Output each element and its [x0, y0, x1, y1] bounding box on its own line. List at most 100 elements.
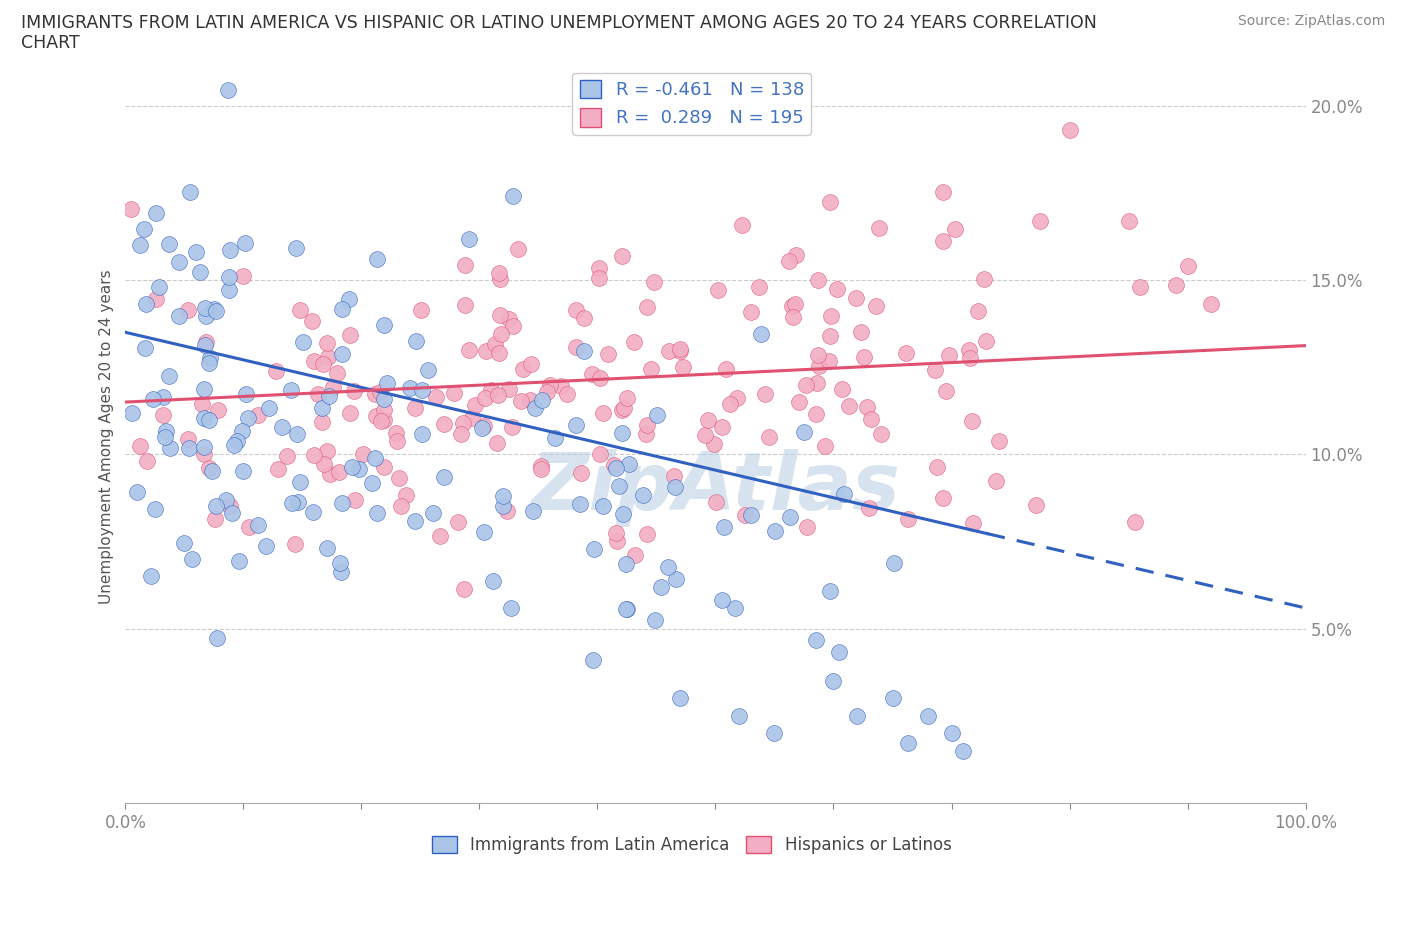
Point: [471, 420, 494, 435]
Point: [142, 392, 165, 406]
Point: [330, 496, 353, 511]
Point: [186, 245, 208, 259]
Point: [270, 420, 292, 435]
Point: [669, 691, 692, 706]
Point: [141, 569, 163, 584]
Point: [301, 314, 323, 329]
Point: [204, 303, 226, 318]
Point: [640, 361, 662, 376]
Point: [238, 520, 260, 535]
Point: [529, 458, 551, 473]
Legend: Immigrants from Latin America, Hispanics or Latinos: Immigrants from Latin America, Hispanics…: [426, 830, 959, 860]
Point: [433, 470, 456, 485]
Point: [498, 381, 520, 396]
Point: [128, 237, 150, 252]
Point: [845, 290, 868, 305]
Point: [347, 461, 370, 476]
Point: [233, 235, 256, 250]
Point: [814, 438, 837, 453]
Point: [754, 387, 776, 402]
Point: [315, 541, 337, 556]
Point: [610, 248, 633, 263]
Point: [280, 383, 302, 398]
Point: [352, 446, 374, 461]
Point: [457, 232, 479, 246]
Point: [986, 473, 1008, 488]
Point: [492, 498, 515, 513]
Point: [127, 485, 149, 499]
Point: [623, 335, 645, 350]
Point: [818, 583, 841, 598]
Point: [373, 318, 395, 333]
Point: [882, 691, 904, 706]
Point: [851, 325, 873, 339]
Point: [453, 582, 475, 597]
Point: [488, 346, 510, 361]
Point: [612, 426, 634, 441]
Point: [472, 525, 495, 540]
Point: [606, 534, 628, 549]
Point: [491, 488, 513, 503]
Point: [828, 644, 851, 659]
Point: [858, 500, 880, 515]
Point: [157, 237, 180, 252]
Point: [938, 348, 960, 363]
Point: [952, 743, 974, 758]
Point: [304, 354, 326, 369]
Point: [925, 459, 948, 474]
Point: [818, 328, 841, 343]
Point: [155, 423, 177, 438]
Point: [453, 298, 475, 312]
Point: [1025, 498, 1047, 512]
Point: [763, 524, 786, 538]
Text: CHART: CHART: [21, 34, 80, 52]
Point: [404, 513, 426, 528]
Point: [488, 265, 510, 280]
Point: [603, 458, 626, 472]
Point: [177, 302, 200, 317]
Text: ZipAtlas: ZipAtlas: [530, 449, 900, 527]
Point: [564, 302, 586, 317]
Point: [482, 574, 505, 589]
Point: [614, 601, 637, 616]
Point: [605, 525, 627, 540]
Point: [360, 476, 382, 491]
Point: [763, 726, 786, 741]
Point: [605, 460, 627, 475]
Point: [409, 302, 432, 317]
Point: [636, 427, 658, 442]
Point: [364, 450, 387, 465]
Point: [581, 366, 603, 381]
Point: [531, 392, 554, 407]
Point: [311, 400, 333, 415]
Point: [510, 393, 533, 408]
Point: [433, 417, 456, 432]
Point: [193, 381, 215, 396]
Point: [538, 378, 561, 392]
Point: [520, 357, 543, 372]
Point: [121, 405, 143, 420]
Point: [302, 447, 325, 462]
Point: [724, 601, 747, 616]
Point: [204, 512, 226, 527]
Point: [148, 279, 170, 294]
Point: [491, 326, 513, 341]
Point: [153, 430, 176, 445]
Point: [429, 529, 451, 544]
Point: [616, 391, 638, 405]
Point: [375, 376, 398, 391]
Point: [198, 351, 221, 365]
Point: [235, 386, 257, 401]
Point: [328, 465, 350, 480]
Point: [852, 349, 875, 364]
Point: [758, 430, 780, 445]
Point: [236, 411, 259, 426]
Point: [311, 415, 333, 430]
Point: [896, 512, 918, 526]
Point: [167, 254, 190, 269]
Point: [145, 206, 167, 220]
Point: [394, 487, 416, 502]
Point: [145, 292, 167, 307]
Y-axis label: Unemployment Among Ages 20 to 24 years: Unemployment Among Ages 20 to 24 years: [100, 270, 114, 604]
Point: [287, 426, 309, 441]
